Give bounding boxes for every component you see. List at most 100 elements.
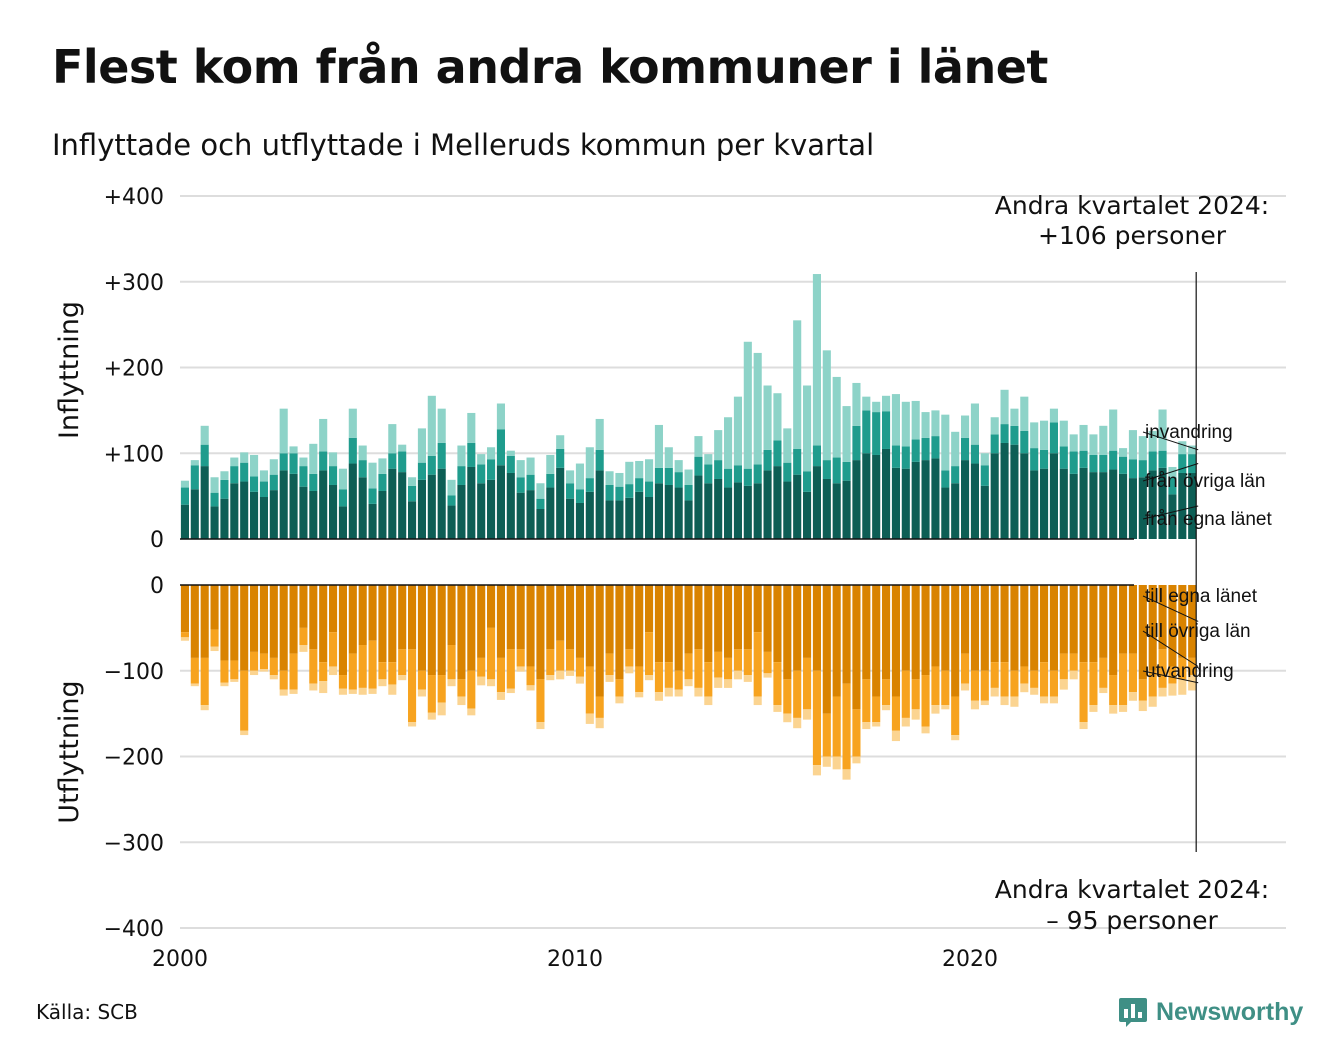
bar-out-2	[1010, 670, 1019, 697]
bar-out-3	[230, 679, 239, 682]
bar-out-3	[911, 709, 920, 720]
bar-in-3	[575, 463, 584, 490]
bar-out-1	[259, 585, 268, 654]
bar-out-2	[526, 666, 535, 686]
bar-in-2	[714, 460, 723, 479]
bar-in-3	[496, 403, 505, 430]
highlight-out-label: Andra kvartalet 2024:	[995, 875, 1269, 904]
bar-in-1	[951, 483, 960, 539]
bar-out-3	[180, 637, 189, 641]
bar-out-2	[1089, 662, 1098, 706]
bar-in-1	[921, 460, 930, 539]
bar-out-2	[1188, 657, 1197, 676]
bar-out-1	[180, 585, 189, 633]
y-tick-label: +200	[104, 357, 164, 382]
bar-in-2	[793, 448, 802, 475]
bar-out-2	[536, 679, 545, 723]
bar-out-2	[240, 670, 249, 731]
bar-out-3	[259, 669, 268, 672]
bar-in-1	[1109, 469, 1118, 539]
bar-out-2	[595, 696, 604, 718]
bar-out-1	[1089, 585, 1098, 663]
bar-out-2	[368, 640, 377, 689]
bar-out-1	[210, 585, 219, 630]
series-leader-line	[1142, 595, 1199, 622]
bar-out-2	[556, 640, 565, 671]
bar-out-1	[467, 585, 476, 671]
bar-out-1	[457, 585, 466, 680]
bar-in-1	[269, 490, 278, 539]
bar-out-3	[1020, 683, 1029, 693]
bar-in-2	[437, 442, 446, 469]
bar-out-3	[941, 705, 950, 710]
bar-in-2	[684, 484, 693, 501]
bar-out-1	[1049, 585, 1058, 671]
bar-in-3	[753, 352, 762, 465]
bar-out-1	[1000, 585, 1009, 663]
bar-in-2	[1000, 424, 1009, 443]
bar-out-3	[447, 679, 456, 687]
bar-in-1	[477, 483, 486, 539]
y-tick-label: 0	[150, 528, 164, 553]
bar-in-2	[200, 444, 209, 467]
bar-in-3	[842, 406, 851, 462]
bar-in-1	[1099, 472, 1108, 540]
bar-in-3	[1109, 409, 1118, 451]
bar-in-3	[200, 425, 209, 445]
bar-out-1	[832, 585, 841, 697]
bar-in-1	[506, 472, 515, 539]
bar-out-2	[546, 649, 555, 676]
bar-out-2	[921, 675, 930, 727]
bar-out-3	[595, 717, 604, 729]
bar-out-1	[1059, 585, 1068, 654]
y-axis-label-in: Inflyttning	[54, 301, 85, 439]
bar-out-1	[299, 585, 308, 628]
bar-in-2	[496, 429, 505, 466]
bar-in-2	[329, 466, 338, 485]
bar-in-3	[506, 450, 515, 456]
bar-in-1	[803, 491, 812, 539]
bar-in-3	[1059, 420, 1068, 447]
bar-in-2	[447, 495, 456, 506]
bar-in-1	[1168, 494, 1177, 539]
bar-out-3	[269, 675, 278, 680]
bar-out-2	[763, 651, 772, 674]
bar-in-1	[753, 483, 762, 539]
bar-out-1	[1020, 585, 1029, 667]
bar-out-3	[536, 722, 545, 730]
bar-out-1	[931, 585, 940, 667]
bar-out-3	[951, 735, 960, 741]
annotations: Andra kvartalet 2024:+106 personerAndra …	[995, 191, 1273, 935]
bar-out-2	[1069, 653, 1078, 671]
bar-out-1	[743, 585, 752, 650]
bar-out-3	[931, 705, 940, 714]
bar-in-3	[566, 470, 575, 484]
bar-out-2	[1099, 657, 1108, 688]
bar-in-3	[990, 417, 999, 435]
bar-out-2	[803, 657, 812, 710]
bar-in-3	[941, 414, 950, 471]
bar-in-3	[269, 459, 278, 475]
bar-out-1	[220, 585, 229, 661]
bar-out-2	[309, 649, 318, 684]
bar-in-3	[398, 444, 407, 452]
bar-out-1	[862, 585, 871, 680]
bar-in-3	[546, 454, 555, 474]
bar-in-3	[714, 430, 723, 461]
bar-out-1	[1069, 585, 1078, 654]
bar-out-1	[487, 585, 496, 628]
bar-in-2	[763, 449, 772, 471]
y-axis-label-out: Utflyttning	[54, 680, 85, 823]
bar-in-3	[1158, 409, 1167, 451]
bar-in-1	[279, 470, 288, 539]
bar-out-1	[1040, 585, 1049, 663]
bar-out-1	[812, 585, 821, 671]
bar-out-3	[812, 765, 821, 776]
bar-in-2	[230, 466, 239, 484]
bar-in-1	[309, 490, 318, 539]
bar-in-1	[398, 472, 407, 540]
bar-in-2	[1069, 451, 1078, 474]
bar-in-3	[882, 395, 891, 412]
bar-out-2	[506, 649, 515, 689]
source-note: Källa: SCB	[36, 1000, 138, 1024]
